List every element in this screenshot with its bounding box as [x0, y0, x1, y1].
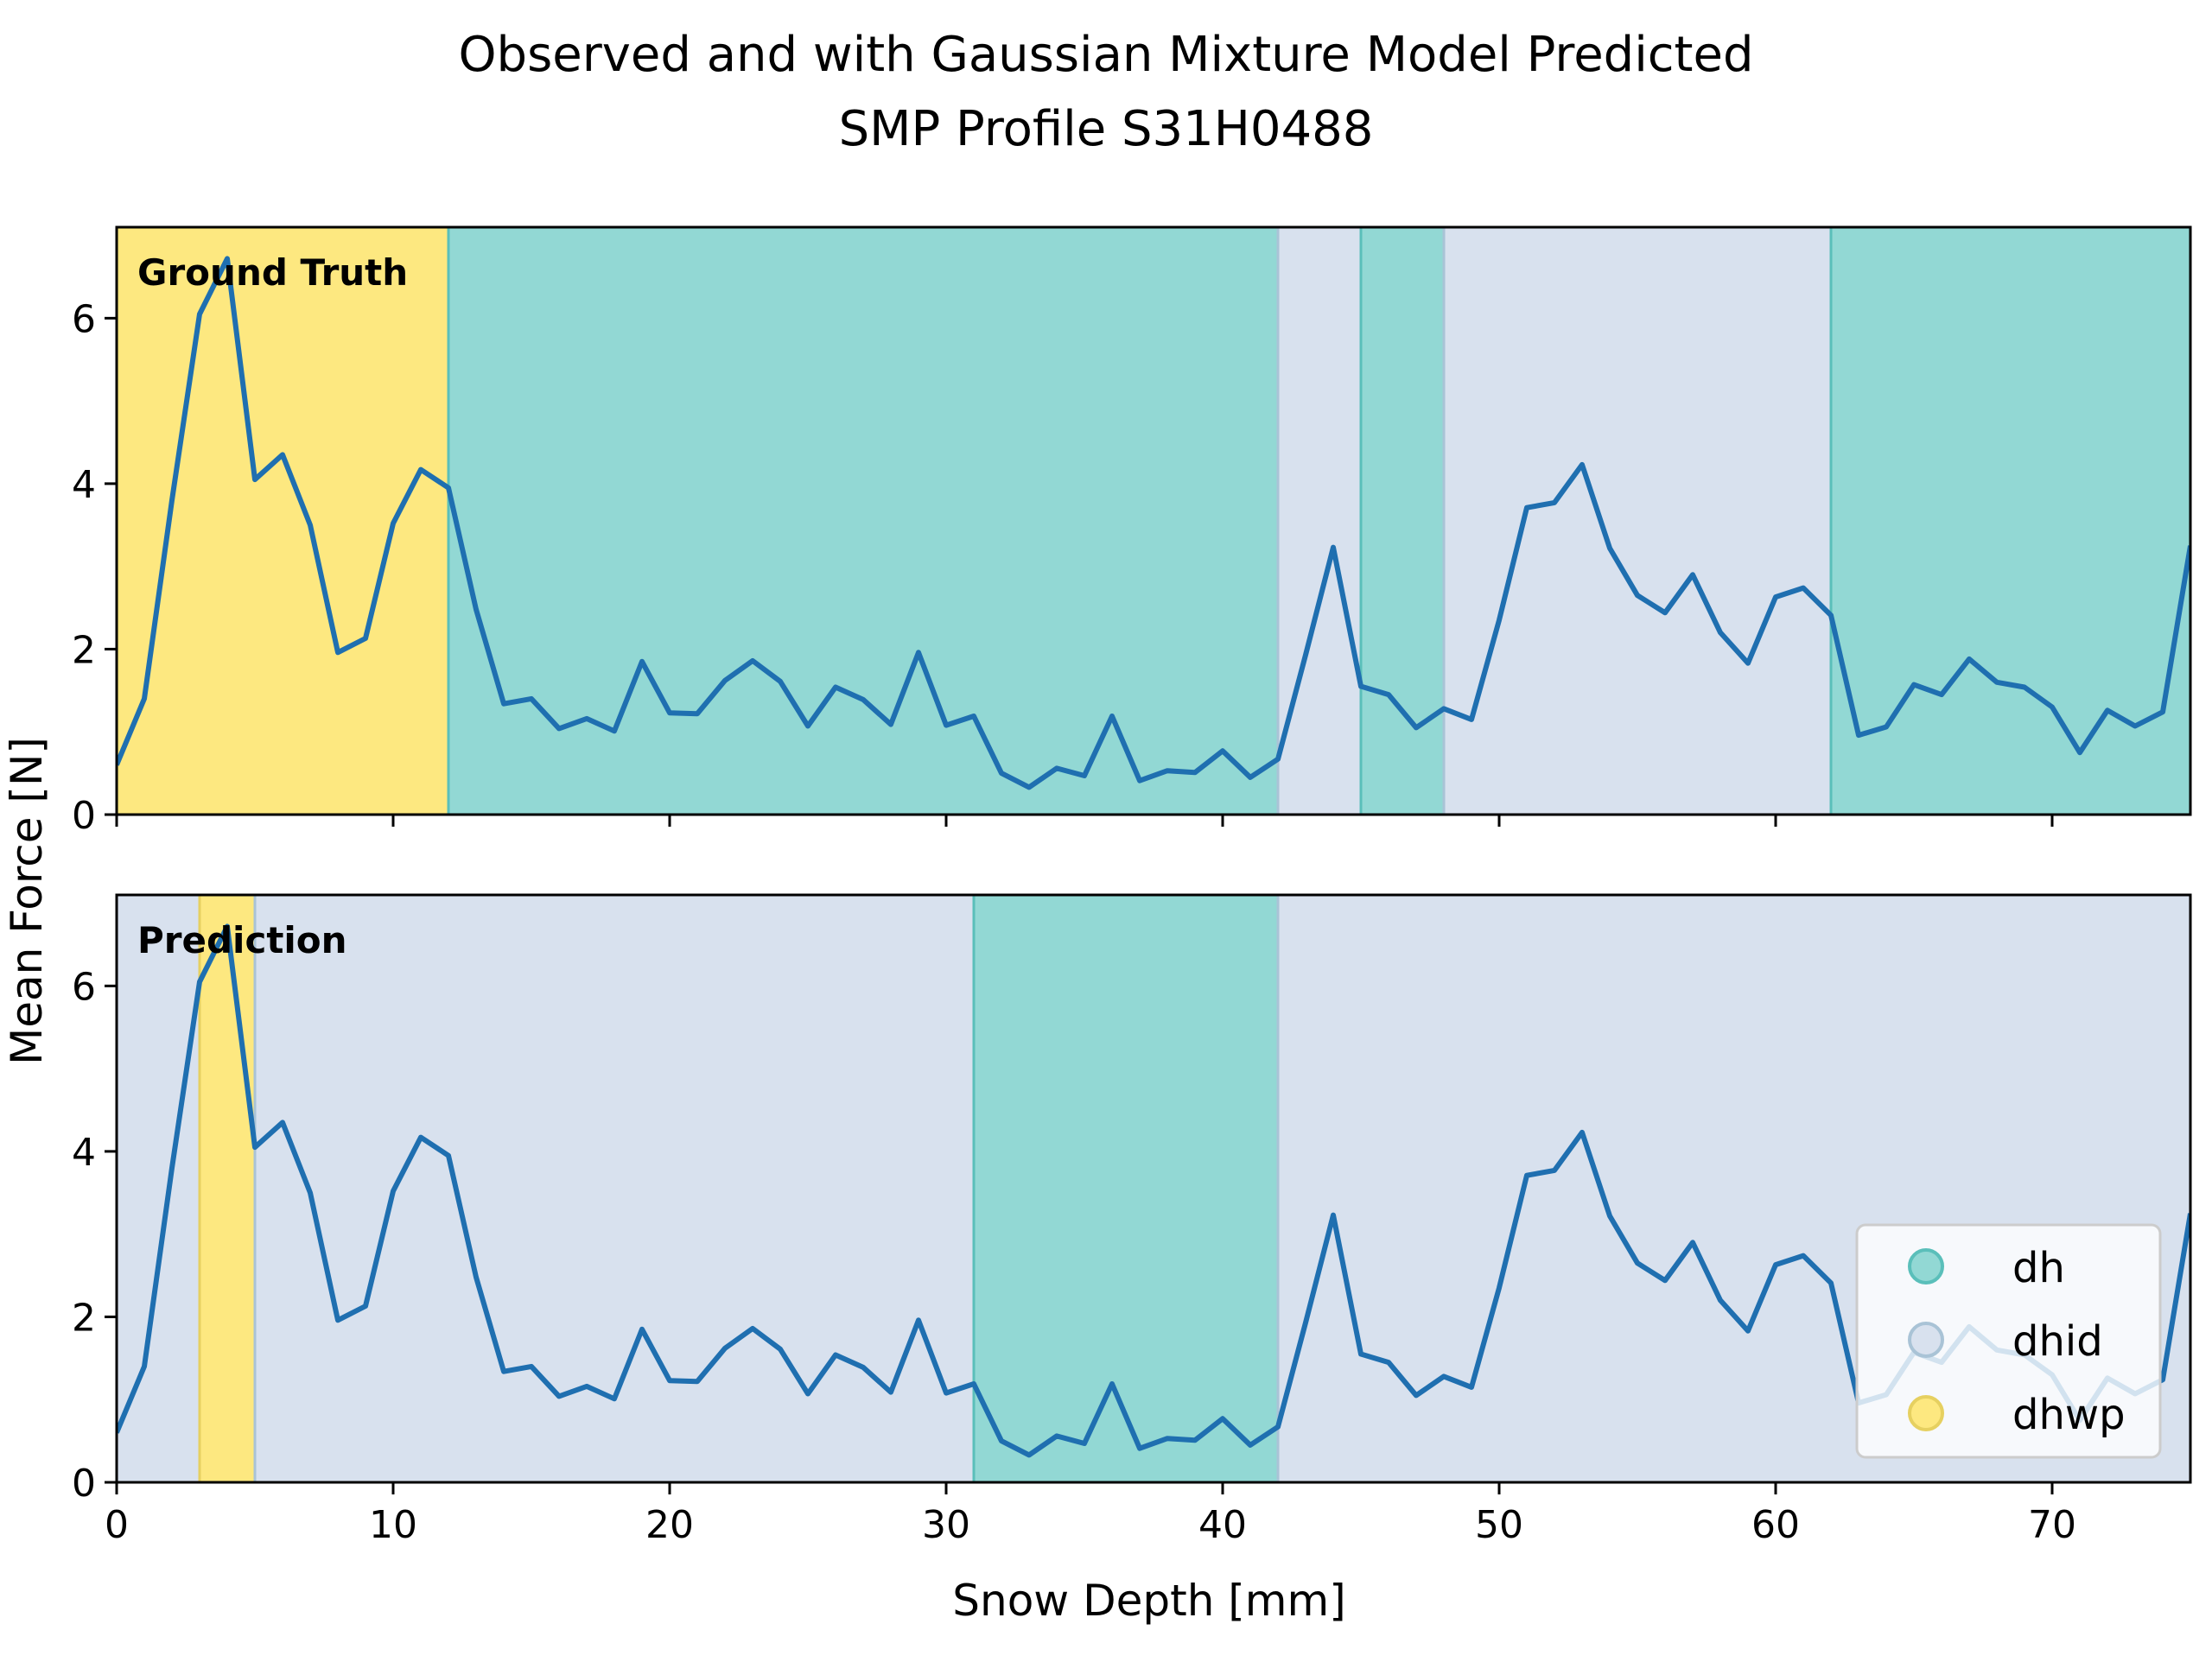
segment-dhid — [1444, 227, 1831, 815]
x-tick-label: 30 — [922, 1503, 970, 1547]
x-tick-label: 60 — [1751, 1503, 1800, 1547]
y-tick-label: 4 — [72, 1131, 96, 1175]
legend-label-dhid: dhid — [2012, 1317, 2103, 1366]
x-tick-label: 10 — [369, 1503, 417, 1547]
x-axis-label: Snow Depth [mm] — [952, 1576, 1345, 1626]
axes-frame — [115, 225, 2192, 816]
mean-force-line — [117, 256, 2190, 790]
segment-dh — [1361, 227, 1444, 815]
y-axis-label: Mean Force [N] — [2, 737, 52, 1065]
x-tick-label: 70 — [2028, 1503, 2076, 1547]
x-tick-label: 50 — [1475, 1503, 1523, 1547]
panel-label: Prediction — [137, 919, 347, 961]
legend: dh dhid dhwp — [1855, 1223, 2162, 1459]
panel-ground-truth: 0 2 4 6 Ground Truth — [72, 225, 2192, 838]
legend-marker-dh — [1908, 1248, 1944, 1285]
chart-title-line2: SMP Profile S31H0488 — [839, 101, 1374, 157]
y-tick-label: 2 — [72, 628, 96, 672]
legend-label-dhwp: dhwp — [2012, 1391, 2126, 1439]
axes-frame — [115, 893, 2192, 1484]
legend-marker-dhid — [1908, 1322, 1944, 1358]
segment-dh — [974, 895, 1278, 1482]
segment-dhid — [1278, 227, 1361, 815]
y-tick-label: 6 — [72, 297, 96, 341]
y-tick-label: 0 — [72, 794, 96, 838]
segment-dh — [448, 227, 1278, 815]
y-tick-label: 0 — [72, 1462, 96, 1506]
segment-dhwp — [117, 227, 448, 815]
panel-label: Ground Truth — [137, 251, 408, 294]
mean-force-line — [117, 923, 2190, 1458]
y-tick-label: 6 — [72, 965, 96, 1009]
chart-title-line1: Observed and with Gaussian Mixture Model… — [458, 27, 1753, 83]
y-tick-label: 4 — [72, 463, 96, 507]
legend-marker-dhwp — [1908, 1395, 1944, 1431]
x-tick-label: 0 — [105, 1503, 129, 1547]
segment-dhid — [255, 895, 974, 1482]
x-tick-label: 40 — [1198, 1503, 1247, 1547]
y-tick-label: 2 — [72, 1296, 96, 1340]
segment-dhid — [117, 895, 200, 1482]
segment-dhwp — [200, 895, 255, 1482]
x-tick-label: 20 — [645, 1503, 694, 1547]
legend-label-dh: dh — [2012, 1244, 2065, 1292]
